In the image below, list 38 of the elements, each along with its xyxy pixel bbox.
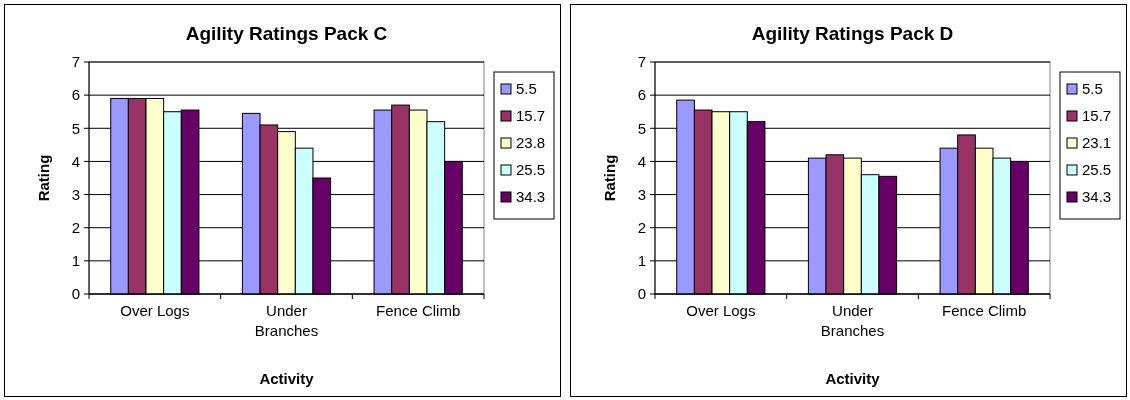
legend-label: 25.5	[516, 161, 546, 179]
x-axis-title: Activity	[825, 370, 881, 387]
x-tick-label: Fence Climb	[376, 302, 461, 319]
y-tick-label: 6	[637, 86, 646, 104]
y-tick-label: 7	[71, 53, 80, 71]
x-tick-label: Fence Climb	[942, 302, 1027, 319]
legend-label: 15.7	[516, 107, 546, 125]
legend-label: 15.7	[1082, 107, 1112, 125]
chart-title: Agility Ratings Pack C	[185, 23, 388, 44]
x-tick-label: Under Branches	[254, 302, 319, 339]
y-tick-label: 6	[71, 86, 80, 104]
x-tick-label: Over Logs	[686, 302, 756, 319]
y-tick-label: 5	[71, 119, 80, 137]
y-tick-label: 5	[637, 119, 646, 137]
y-tick-label: 7	[637, 53, 646, 71]
y-tick-label: 1	[637, 252, 646, 270]
y-axis-title: Rating	[601, 154, 618, 202]
y-tick-label: 3	[637, 185, 646, 203]
y-tick-label: 1	[71, 252, 80, 270]
y-tick-label: 0	[71, 285, 80, 303]
y-tick-label: 3	[71, 185, 80, 203]
y-tick-label: 2	[71, 218, 80, 236]
x-tick-label: Under Branches	[820, 302, 885, 339]
legend-label: 5.5	[516, 80, 537, 98]
chart-title: Agility Ratings Pack D	[751, 23, 954, 44]
y-tick-label: 2	[637, 218, 646, 236]
legend-label: 23.8	[516, 134, 546, 152]
legend-label: 5.5	[1082, 80, 1103, 98]
y-tick-label: 4	[637, 152, 646, 170]
x-axis-title: Activity	[259, 370, 315, 387]
legend-label: 34.3	[516, 188, 546, 206]
y-tick-label: 4	[71, 152, 80, 170]
y-tick-label: 0	[637, 285, 646, 303]
legend-label: 25.5	[1082, 161, 1112, 179]
legend-label: 23.1	[1082, 134, 1112, 152]
y-axis-title: Rating	[35, 154, 52, 202]
legend-label: 34.3	[1082, 188, 1112, 206]
x-tick-label: Over Logs	[120, 302, 190, 319]
